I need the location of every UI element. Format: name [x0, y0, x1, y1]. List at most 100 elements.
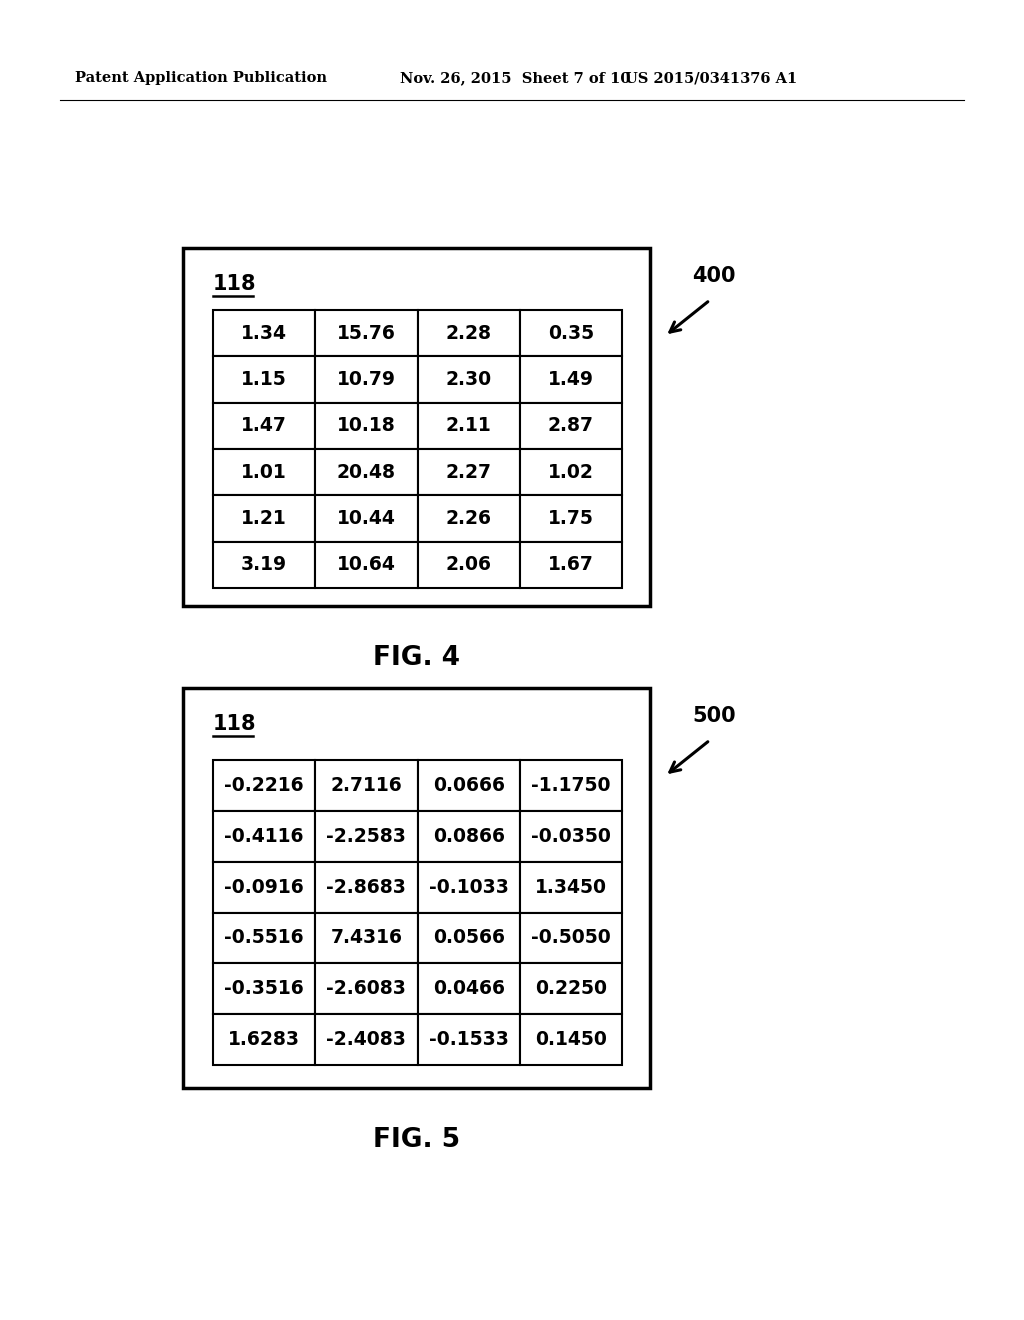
Bar: [418, 541, 520, 587]
Text: 0.0566: 0.0566: [432, 928, 505, 948]
Bar: [315, 449, 418, 495]
Bar: [520, 862, 622, 912]
Text: 1.01: 1.01: [242, 463, 287, 482]
Text: 500: 500: [692, 706, 735, 726]
Bar: [315, 810, 418, 862]
Text: -0.3516: -0.3516: [224, 979, 304, 998]
Bar: [520, 541, 622, 587]
Text: 2.30: 2.30: [445, 370, 492, 389]
Text: 1.34: 1.34: [241, 323, 287, 343]
Text: -2.2583: -2.2583: [327, 826, 407, 846]
Text: 1.21: 1.21: [242, 510, 287, 528]
Text: 0.2250: 0.2250: [535, 979, 607, 998]
Bar: [183, 688, 650, 1088]
Text: 10.18: 10.18: [337, 416, 395, 436]
Bar: [315, 964, 418, 1014]
Text: -0.1533: -0.1533: [429, 1030, 509, 1049]
Text: 0.1450: 0.1450: [535, 1030, 607, 1049]
Bar: [213, 862, 315, 912]
Text: 1.15: 1.15: [242, 370, 287, 389]
Text: Patent Application Publication: Patent Application Publication: [75, 71, 327, 84]
Text: 3.19: 3.19: [241, 556, 287, 574]
Text: 2.26: 2.26: [445, 510, 492, 528]
Text: 10.64: 10.64: [337, 556, 396, 574]
Text: 7.4316: 7.4316: [331, 928, 402, 948]
Text: 1.49: 1.49: [548, 370, 594, 389]
Text: -0.0350: -0.0350: [530, 826, 610, 846]
Bar: [213, 810, 315, 862]
Bar: [213, 912, 315, 964]
Text: 10.79: 10.79: [337, 370, 396, 389]
Bar: [520, 1014, 622, 1065]
Text: 2.11: 2.11: [445, 416, 492, 436]
Bar: [418, 449, 520, 495]
Text: 1.6283: 1.6283: [228, 1030, 300, 1049]
Bar: [520, 310, 622, 356]
Text: 1.75: 1.75: [548, 510, 594, 528]
Text: -0.0916: -0.0916: [224, 878, 304, 896]
Text: -2.6083: -2.6083: [327, 979, 407, 998]
Bar: [520, 449, 622, 495]
Bar: [418, 912, 520, 964]
Text: -0.4116: -0.4116: [224, 826, 304, 846]
Text: -1.1750: -1.1750: [531, 776, 610, 795]
Bar: [315, 760, 418, 810]
Bar: [213, 964, 315, 1014]
Bar: [418, 964, 520, 1014]
Bar: [213, 403, 315, 449]
Bar: [315, 541, 418, 587]
Bar: [213, 541, 315, 587]
Text: 0.0666: 0.0666: [432, 776, 505, 795]
Text: -0.2216: -0.2216: [224, 776, 304, 795]
Text: -2.4083: -2.4083: [327, 1030, 407, 1049]
Bar: [418, 862, 520, 912]
Text: -2.8683: -2.8683: [327, 878, 407, 896]
Bar: [520, 912, 622, 964]
Text: 0.35: 0.35: [548, 323, 594, 343]
Text: 2.7116: 2.7116: [331, 776, 402, 795]
Text: 400: 400: [692, 267, 735, 286]
Text: -0.5516: -0.5516: [224, 928, 304, 948]
Text: 2.28: 2.28: [445, 323, 492, 343]
Text: Nov. 26, 2015  Sheet 7 of 10: Nov. 26, 2015 Sheet 7 of 10: [400, 71, 631, 84]
Bar: [315, 1014, 418, 1065]
Bar: [418, 356, 520, 403]
Text: 118: 118: [213, 714, 256, 734]
Bar: [520, 810, 622, 862]
Text: 1.47: 1.47: [242, 416, 287, 436]
Text: -0.5050: -0.5050: [531, 928, 610, 948]
Text: 0.0466: 0.0466: [432, 979, 505, 998]
Bar: [520, 760, 622, 810]
Bar: [520, 964, 622, 1014]
Text: FIG. 4: FIG. 4: [373, 645, 460, 671]
Bar: [213, 449, 315, 495]
Bar: [213, 495, 315, 541]
Bar: [520, 356, 622, 403]
Text: 0.0866: 0.0866: [432, 826, 505, 846]
Bar: [418, 1014, 520, 1065]
Bar: [418, 495, 520, 541]
Text: 10.44: 10.44: [337, 510, 396, 528]
Bar: [315, 310, 418, 356]
Bar: [418, 760, 520, 810]
Text: 2.87: 2.87: [548, 416, 594, 436]
Text: -0.1033: -0.1033: [429, 878, 509, 896]
Bar: [315, 912, 418, 964]
Bar: [418, 810, 520, 862]
Bar: [213, 1014, 315, 1065]
Bar: [315, 495, 418, 541]
Bar: [315, 862, 418, 912]
Bar: [418, 403, 520, 449]
Text: US 2015/0341376 A1: US 2015/0341376 A1: [625, 71, 798, 84]
Text: 1.67: 1.67: [548, 556, 594, 574]
Text: 2.27: 2.27: [445, 463, 492, 482]
Text: FIG. 5: FIG. 5: [373, 1127, 460, 1152]
Bar: [520, 403, 622, 449]
Text: 20.48: 20.48: [337, 463, 396, 482]
Text: 118: 118: [213, 275, 256, 294]
Bar: [315, 356, 418, 403]
Bar: [213, 310, 315, 356]
Bar: [520, 495, 622, 541]
Text: 2.06: 2.06: [445, 556, 492, 574]
Text: 1.3450: 1.3450: [535, 878, 607, 896]
